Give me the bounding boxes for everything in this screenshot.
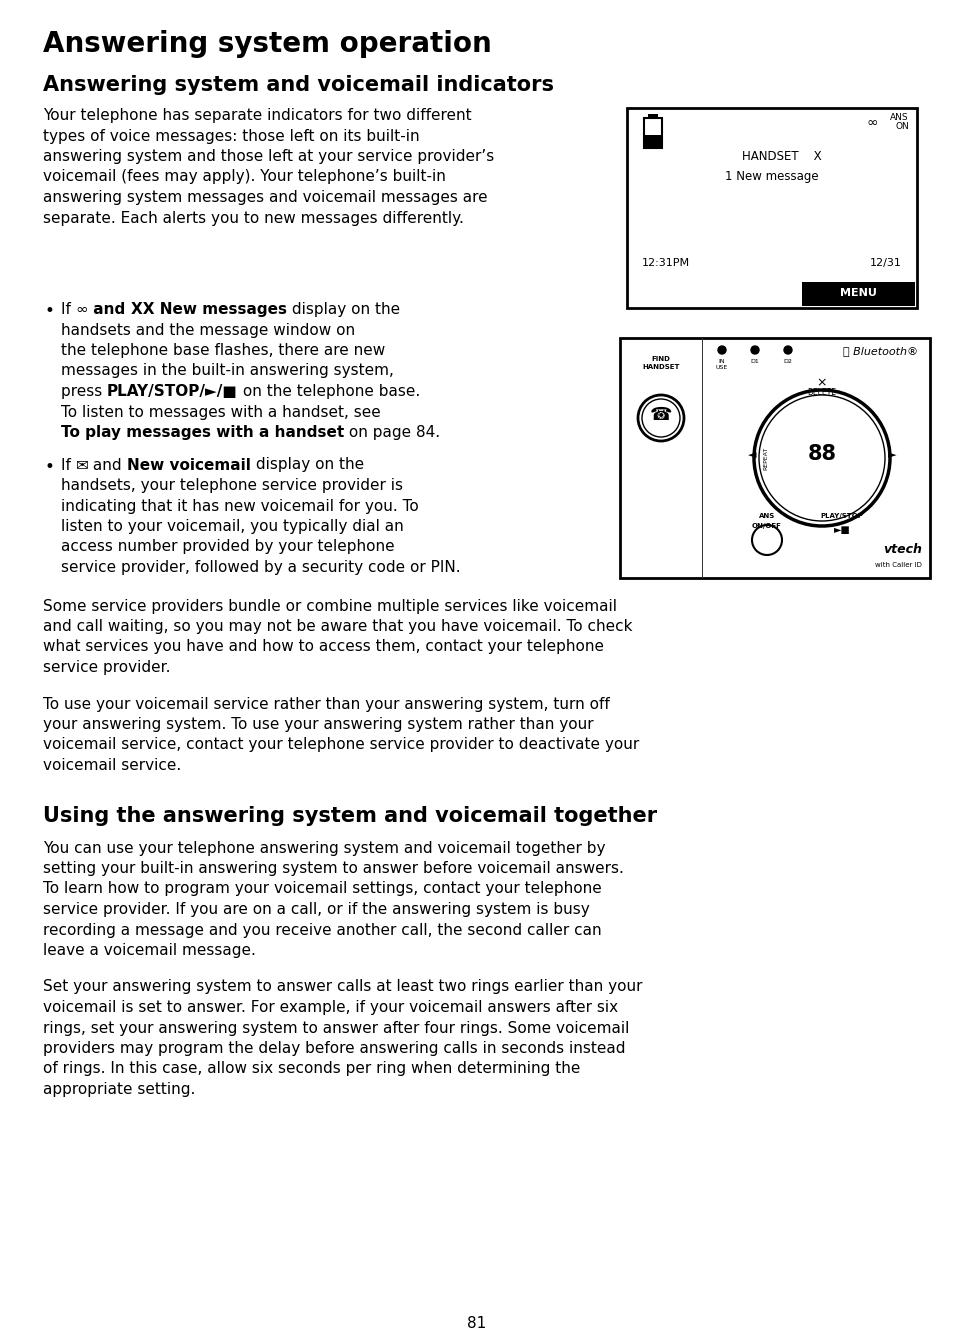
Text: New voicemail: New voicemail — [127, 457, 251, 473]
Text: answering system messages and voicemail messages are: answering system messages and voicemail … — [43, 190, 487, 204]
Text: 1 New message: 1 New message — [724, 170, 818, 183]
Text: voicemail service.: voicemail service. — [43, 758, 181, 774]
Text: voicemail (fees may apply). Your telephone’s built-in: voicemail (fees may apply). Your telepho… — [43, 170, 445, 184]
Text: Set your answering system to answer calls at least two rings earlier than your: Set your answering system to answer call… — [43, 979, 641, 994]
Bar — [647, 114, 658, 118]
Text: ►: ► — [887, 450, 895, 460]
Text: appropriate setting.: appropriate setting. — [43, 1082, 195, 1097]
Text: display on the: display on the — [251, 457, 364, 473]
Text: 12/31: 12/31 — [869, 258, 901, 269]
Text: providers may program the delay before answering calls in seconds instead: providers may program the delay before a… — [43, 1041, 625, 1055]
Bar — [643, 118, 661, 148]
Text: what services you have and how to access them, contact your telephone: what services you have and how to access… — [43, 640, 603, 655]
Text: ∞: ∞ — [75, 302, 89, 317]
Text: D1: D1 — [750, 359, 759, 363]
Text: If: If — [61, 457, 75, 473]
Text: vtech: vtech — [882, 542, 921, 556]
Text: MENU: MENU — [839, 289, 876, 298]
Text: REPEAT: REPEAT — [762, 446, 768, 470]
Text: FIND: FIND — [651, 355, 670, 362]
Text: 81: 81 — [467, 1316, 486, 1331]
Text: and: and — [89, 302, 131, 317]
Text: messages in the built-in answering system,: messages in the built-in answering syste… — [61, 363, 394, 378]
Text: service provider. If you are on a call, or if the answering system is busy: service provider. If you are on a call, … — [43, 902, 589, 916]
Text: leave a voicemail message.: leave a voicemail message. — [43, 943, 255, 958]
Text: PLAY/STOP/►/■: PLAY/STOP/►/■ — [107, 383, 237, 399]
Text: access number provided by your telephone: access number provided by your telephone — [61, 540, 395, 554]
Text: 12:31PM: 12:31PM — [641, 258, 689, 269]
Text: DELETE: DELETE — [806, 387, 836, 397]
Text: To play messages with a handset: To play messages with a handset — [61, 425, 344, 440]
Text: To use your voicemail service rather than your answering system, turn off: To use your voicemail service rather tha… — [43, 696, 609, 712]
Text: separate. Each alerts you to new messages differently.: separate. Each alerts you to new message… — [43, 211, 463, 226]
Text: 88: 88 — [806, 444, 836, 464]
Text: •: • — [45, 457, 55, 476]
Text: •: • — [45, 302, 55, 321]
Circle shape — [750, 346, 759, 354]
Text: If: If — [61, 302, 75, 317]
Text: IN
USE: IN USE — [715, 359, 727, 370]
Text: handsets and the message window on: handsets and the message window on — [61, 322, 355, 338]
Text: ANS: ANS — [889, 114, 908, 122]
Text: answering system and those left at your service provider’s: answering system and those left at your … — [43, 150, 494, 164]
Text: To learn how to program your voicemail settings, contact your telephone: To learn how to program your voicemail s… — [43, 882, 601, 896]
Text: ►■: ►■ — [833, 525, 849, 534]
Text: ∞: ∞ — [866, 116, 878, 130]
Bar — [644, 135, 660, 147]
Bar — [619, 338, 929, 578]
Circle shape — [783, 346, 791, 354]
Text: ◄: ◄ — [747, 450, 756, 460]
Text: your answering system. To use your answering system rather than your: your answering system. To use your answe… — [43, 717, 593, 732]
Text: voicemail service, contact your telephone service provider to deactivate your: voicemail service, contact your telephon… — [43, 737, 639, 752]
Text: HANDSET    X: HANDSET X — [741, 150, 821, 163]
Text: service provider, followed by a security code or PIN.: service provider, followed by a security… — [61, 560, 460, 574]
Text: the telephone base flashes, there are new: the telephone base flashes, there are ne… — [61, 343, 385, 358]
Text: listen to your voicemail, you typically dial an: listen to your voicemail, you typically … — [61, 518, 403, 534]
Text: ×: × — [816, 375, 826, 389]
Text: on page 84.: on page 84. — [344, 425, 440, 440]
Text: handsets, your telephone service provider is: handsets, your telephone service provide… — [61, 478, 402, 493]
Text: You can use your telephone answering system and voicemail together by: You can use your telephone answering sys… — [43, 840, 605, 855]
Text: setting your built-in answering system to answer before voicemail answers.: setting your built-in answering system t… — [43, 860, 623, 876]
Text: and: and — [89, 457, 127, 473]
Bar — [701, 338, 702, 578]
Text: voicemail is set to answer. For example, if your voicemail answers after six: voicemail is set to answer. For example,… — [43, 1001, 618, 1015]
Text: Some service providers bundle or combine multiple services like voicemail: Some service providers bundle or combine… — [43, 599, 617, 613]
Text: D2: D2 — [782, 359, 792, 363]
Text: indicating that it has new voicemail for you. To: indicating that it has new voicemail for… — [61, 498, 418, 513]
Text: ✉: ✉ — [75, 457, 89, 473]
Text: Using the answering system and voicemail together: Using the answering system and voicemail… — [43, 807, 657, 827]
Text: PLAY/STOP: PLAY/STOP — [820, 513, 862, 518]
Text: ON: ON — [894, 122, 908, 131]
Text: and call waiting, so you may not be aware that you have voicemail. To check: and call waiting, so you may not be awar… — [43, 619, 632, 635]
Text: ON/OFF: ON/OFF — [751, 522, 781, 529]
Text: To listen to messages with a handset, see: To listen to messages with a handset, se… — [61, 405, 380, 420]
Text: of rings. In this case, allow six seconds per ring when determining the: of rings. In this case, allow six second… — [43, 1062, 579, 1077]
Circle shape — [718, 346, 725, 354]
Text: Answering system operation: Answering system operation — [43, 29, 491, 57]
Text: XX New messages: XX New messages — [131, 302, 287, 317]
Text: on the telephone base.: on the telephone base. — [237, 383, 419, 399]
Text: Your telephone has separate indicators for two different: Your telephone has separate indicators f… — [43, 108, 471, 123]
Text: with Caller ID: with Caller ID — [874, 562, 921, 568]
Bar — [626, 108, 916, 309]
Text: Ⓑ Bluetooth®: Ⓑ Bluetooth® — [842, 346, 917, 355]
Text: press: press — [61, 383, 107, 399]
Text: ANS: ANS — [758, 513, 774, 518]
Text: recording a message and you receive another call, the second caller can: recording a message and you receive anot… — [43, 922, 601, 938]
Text: service provider.: service provider. — [43, 660, 171, 675]
Text: ☎: ☎ — [649, 406, 672, 424]
Text: rings, set your answering system to answer after four rings. Some voicemail: rings, set your answering system to answ… — [43, 1021, 629, 1035]
Text: types of voice messages: those left on its built-in: types of voice messages: those left on i… — [43, 128, 419, 143]
Text: display on the: display on the — [287, 302, 399, 317]
Bar — [801, 282, 914, 306]
Text: HANDSET: HANDSET — [641, 363, 679, 370]
Text: Answering system and voicemail indicators: Answering system and voicemail indicator… — [43, 75, 554, 95]
Circle shape — [794, 432, 848, 485]
